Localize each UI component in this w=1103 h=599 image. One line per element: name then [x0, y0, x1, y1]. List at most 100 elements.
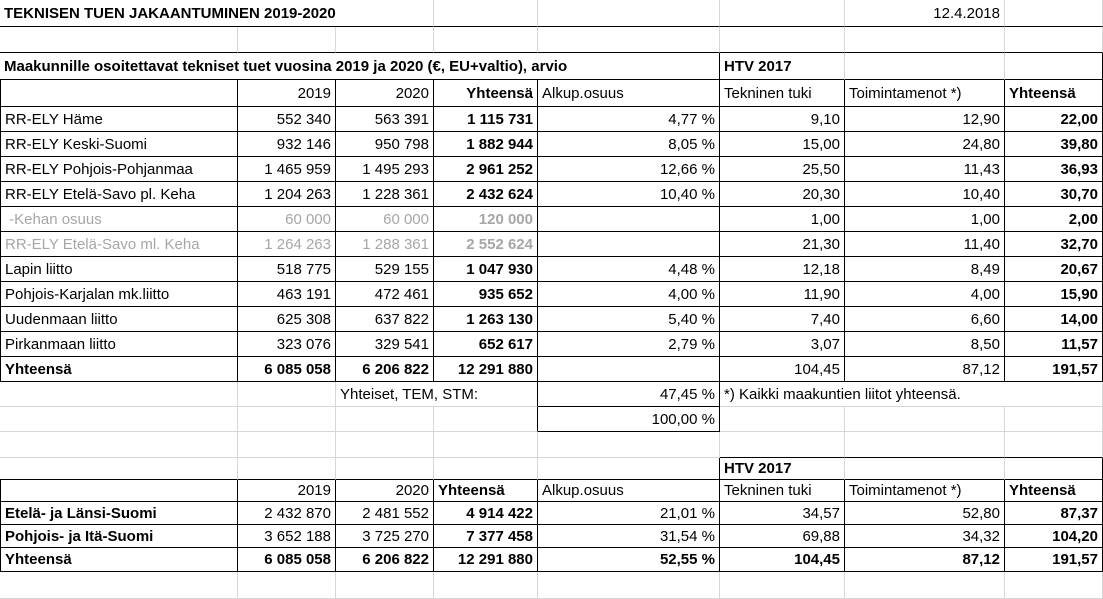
t1-pohjanmaa-tech[interactable]: 25,50	[720, 157, 845, 182]
t1-yhteensa-2019[interactable]: 6 085 058	[238, 357, 336, 382]
t1-header-opex[interactable]: Toimintamenot *)	[845, 80, 1005, 107]
empty-cell[interactable]	[238, 27, 336, 53]
empty-cell[interactable]	[845, 432, 1005, 458]
empty-cell[interactable]	[720, 572, 845, 599]
t2-etela-lansi-label[interactable]: Etelä- ja Länsi-Suomi	[0, 502, 238, 525]
empty-cell[interactable]	[1005, 407, 1103, 432]
empty-cell[interactable]	[538, 0, 720, 27]
empty-cell[interactable]	[434, 572, 538, 599]
t1-yhteensa-total[interactable]: 12 291 880	[434, 357, 538, 382]
t1-pohjanmaa-total[interactable]: 2 961 252	[434, 157, 538, 182]
t1-pkarjala-label[interactable]: Pohjois-Karjalan mk.liitto	[0, 282, 238, 307]
t1-pirkanmaa-total[interactable]: 652 617	[434, 332, 538, 357]
t2-pohjois-ita-htv-total[interactable]: 104,20	[1005, 525, 1103, 548]
t1-esavo-ml-tech[interactable]: 21,30	[720, 232, 845, 257]
empty-cell[interactable]	[1005, 0, 1103, 27]
t1-lappi-2020[interactable]: 529 155	[336, 257, 434, 282]
empty-cell[interactable]	[1005, 27, 1103, 53]
t2-etela-lansi-total[interactable]: 4 914 422	[434, 502, 538, 525]
t1-pkarjala-htv-total[interactable]: 15,90	[1005, 282, 1103, 307]
empty-cell[interactable]	[720, 27, 845, 53]
t1-kehan-total[interactable]: 120 000	[434, 207, 538, 232]
t2-etela-lansi-tech[interactable]: 34,57	[720, 502, 845, 525]
t1-uusimaa-htv-total[interactable]: 14,00	[1005, 307, 1103, 332]
t1-pirkanmaa-opex[interactable]: 8,50	[845, 332, 1005, 357]
t1-yhteensa-share[interactable]	[538, 357, 720, 382]
t1-esavo-ml-share[interactable]	[538, 232, 720, 257]
empty-cell[interactable]	[434, 458, 538, 480]
t1-hame-2020[interactable]: 563 391	[336, 107, 434, 132]
empty-cell[interactable]	[238, 407, 336, 432]
empty-cell[interactable]	[720, 432, 845, 458]
t2-etela-lansi-share[interactable]: 21,01 %	[538, 502, 720, 525]
t1-lappi-total[interactable]: 1 047 930	[434, 257, 538, 282]
empty-cell[interactable]	[720, 407, 845, 432]
t1-uusimaa-label[interactable]: Uudenmaan liitto	[0, 307, 238, 332]
t1-pohjanmaa-label[interactable]: RR-ELY Pohjois-Pohjanmaa	[0, 157, 238, 182]
t2-yhteensa-share[interactable]: 52,55 %	[538, 548, 720, 572]
t1-hame-2019[interactable]: 552 340	[238, 107, 336, 132]
t1-header-tech[interactable]: Tekninen tuki	[720, 80, 845, 107]
t1-pirkanmaa-label[interactable]: Pirkanmaan liitto	[0, 332, 238, 357]
t1-uusimaa-2019[interactable]: 625 308	[238, 307, 336, 332]
t1-header-total[interactable]: Yhteensä	[434, 80, 538, 107]
t1-subtitle[interactable]: Maakunnille osoitettavat tekniset tuet v…	[0, 53, 720, 80]
t1-pirkanmaa-share[interactable]: 2,79 %	[538, 332, 720, 357]
empty-cell[interactable]	[238, 572, 336, 599]
empty-cell[interactable]	[336, 407, 434, 432]
sheet-date[interactable]: 12.4.2018	[845, 0, 1005, 27]
t1-uusimaa-opex[interactable]: 6,60	[845, 307, 1005, 332]
t2-etela-lansi-2019[interactable]: 2 432 870	[238, 502, 336, 525]
t1-esavo-pl-share[interactable]: 10,40 %	[538, 182, 720, 207]
empty-cell[interactable]	[434, 407, 538, 432]
t2-yhteensa-2019[interactable]: 6 085 058	[238, 548, 336, 572]
empty-cell[interactable]	[434, 27, 538, 53]
t1-header-2020[interactable]: 2020	[336, 80, 434, 107]
empty-cell[interactable]	[538, 432, 720, 458]
t1-esavo-ml-2020[interactable]: 1 288 361	[336, 232, 434, 257]
empty-cell[interactable]	[538, 572, 720, 599]
t1-pohjanmaa-opex[interactable]: 11,43	[845, 157, 1005, 182]
sheet-title[interactable]: TEKNISEN TUEN JAKAANTUMINEN 2019-2020	[0, 0, 434, 27]
empty-cell[interactable]	[538, 27, 720, 53]
t1-pkarjala-tech[interactable]: 11,90	[720, 282, 845, 307]
empty-cell[interactable]	[336, 432, 434, 458]
empty-cell[interactable]	[0, 407, 238, 432]
empty-cell[interactable]	[0, 382, 238, 407]
t1-hame-label[interactable]: RR-ELY Häme	[0, 107, 238, 132]
empty-cell[interactable]	[336, 458, 434, 480]
empty-cell[interactable]	[0, 572, 238, 599]
t2-header-corner[interactable]	[0, 480, 238, 502]
empty-cell[interactable]	[0, 458, 238, 480]
t1-header-htv-total[interactable]: Yhteensä	[1005, 80, 1103, 107]
t2-pohjois-ita-total[interactable]: 7 377 458	[434, 525, 538, 548]
t2-header-total[interactable]: Yhteensä	[434, 480, 538, 502]
t2-pohjois-ita-opex[interactable]: 34,32	[845, 525, 1005, 548]
t2-pohjois-ita-2020[interactable]: 3 725 270	[336, 525, 434, 548]
t1-lappi-label[interactable]: Lapin liitto	[0, 257, 238, 282]
t1-pohjanmaa-htv-total[interactable]: 36,93	[1005, 157, 1103, 182]
t2-pohjois-ita-tech[interactable]: 69,88	[720, 525, 845, 548]
t1-kehan-label[interactable]: -Kehan osuus	[0, 207, 238, 232]
t1-uusimaa-2020[interactable]: 637 822	[336, 307, 434, 332]
t1-kehan-htv-total[interactable]: 2,00	[1005, 207, 1103, 232]
t2-header-2020[interactable]: 2020	[336, 480, 434, 502]
t1-yhteensa-tech[interactable]: 104,45	[720, 357, 845, 382]
t1-hame-share[interactable]: 4,77 %	[538, 107, 720, 132]
empty-cell[interactable]	[845, 53, 1005, 80]
t1-uusimaa-share[interactable]: 5,40 %	[538, 307, 720, 332]
t1-esavo-ml-2019[interactable]: 1 264 263	[238, 232, 336, 257]
t2-yhteensa-htv-total[interactable]: 191,57	[1005, 548, 1103, 572]
t1-pirkanmaa-2019[interactable]: 323 076	[238, 332, 336, 357]
t1-uusimaa-total[interactable]: 1 263 130	[434, 307, 538, 332]
t1-header-2019[interactable]: 2019	[238, 80, 336, 107]
t1-keski-opex[interactable]: 24,80	[845, 132, 1005, 157]
t2-pohjois-ita-2019[interactable]: 3 652 188	[238, 525, 336, 548]
t1-hame-htv-total[interactable]: 22,00	[1005, 107, 1103, 132]
t1-esavo-pl-htv-total[interactable]: 30,70	[1005, 182, 1103, 207]
empty-cell[interactable]	[238, 382, 336, 407]
empty-cell[interactable]	[238, 432, 336, 458]
t2-header-opex[interactable]: Toimintamenot *)	[845, 480, 1005, 502]
empty-cell[interactable]	[336, 27, 434, 53]
t2-etela-lansi-htv-total[interactable]: 87,37	[1005, 502, 1103, 525]
